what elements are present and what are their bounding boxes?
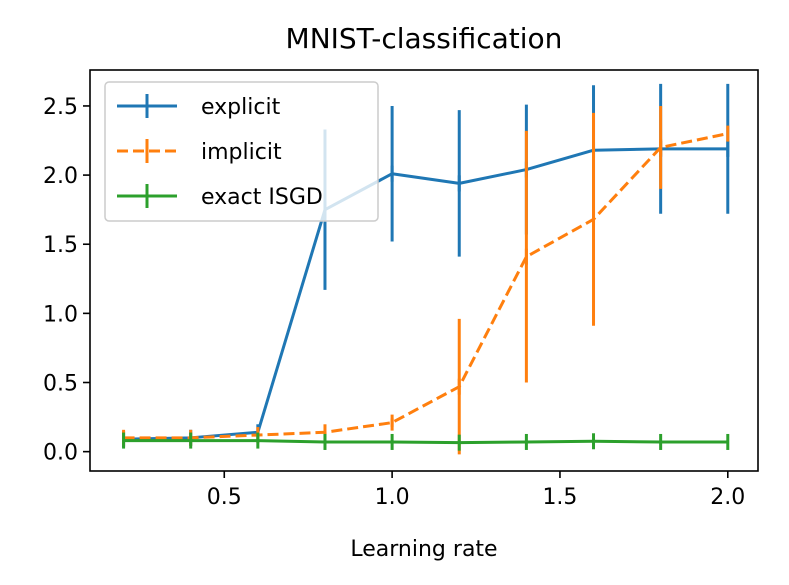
series-line-implicit [123, 132, 729, 440]
y-tick-label: 1.0 [43, 302, 78, 327]
plot-area [122, 83, 730, 455]
x-tick-label: 1.0 [375, 485, 410, 510]
series-line-exact-isgd [123, 439, 728, 445]
y-tick-label: 1.5 [43, 233, 78, 258]
x-axis: 0.5 1.0 1.5 2.0 [207, 471, 745, 510]
legend-label-explicit: explicit [201, 95, 281, 120]
y-tick-label: 0.5 [43, 372, 78, 397]
y-tick-label: 2.0 [43, 164, 78, 189]
chart-title: MNIST-classification [286, 22, 563, 55]
legend-box [104, 81, 379, 222]
y-axis: 0.0 0.5 1.0 1.5 2.0 2.5 [43, 95, 90, 466]
x-tick-label: 1.5 [542, 485, 577, 510]
x-tick-label: 0.5 [207, 485, 242, 510]
axes-frame [89, 69, 759, 472]
x-tick-label: 2.0 [710, 485, 745, 510]
y-tick-label: 0.0 [43, 441, 78, 466]
legend-label-implicit: implicit [201, 140, 282, 165]
x-axis-label: Learning rate [350, 537, 497, 562]
legend-label-exact-isgd: exact ISGD [201, 185, 323, 210]
y-tick-label: 2.5 [43, 95, 78, 120]
legend: explicit implicit exact ISGD [104, 81, 379, 222]
